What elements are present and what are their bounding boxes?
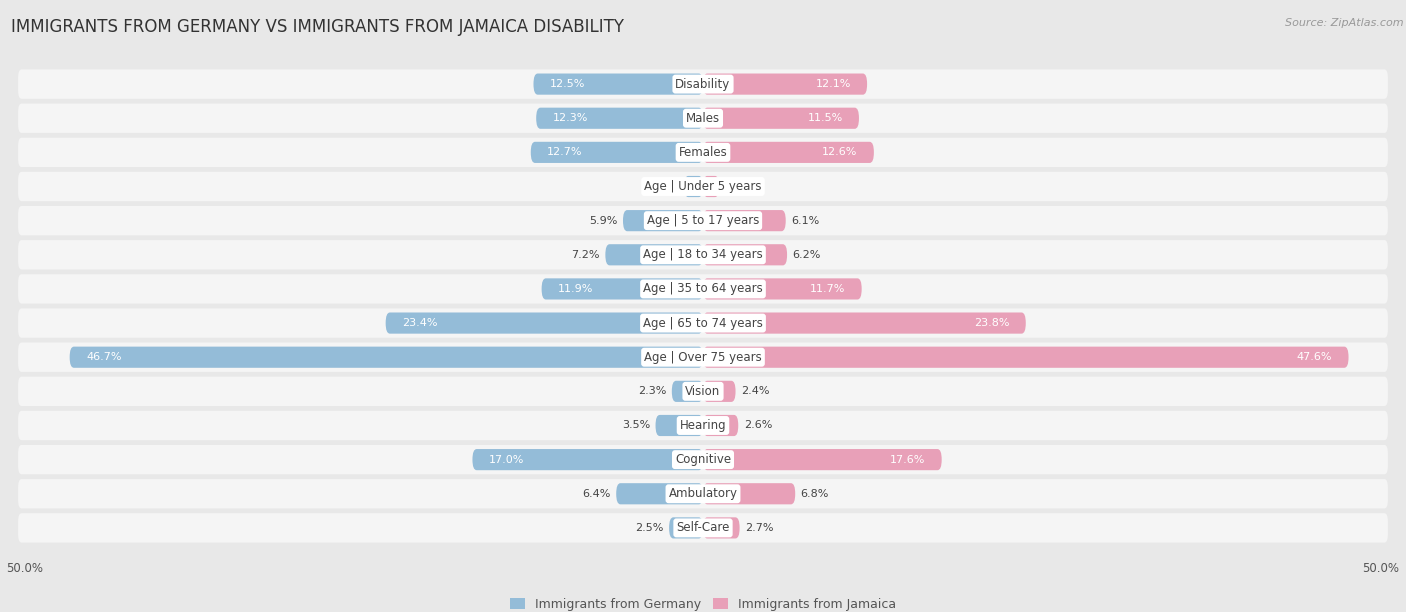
FancyBboxPatch shape bbox=[472, 449, 703, 470]
Text: 12.6%: 12.6% bbox=[823, 147, 858, 157]
FancyBboxPatch shape bbox=[18, 240, 1388, 269]
Text: Ambulatory: Ambulatory bbox=[668, 487, 738, 500]
FancyBboxPatch shape bbox=[669, 517, 703, 539]
FancyBboxPatch shape bbox=[703, 381, 735, 402]
Text: Age | 35 to 64 years: Age | 35 to 64 years bbox=[643, 282, 763, 296]
FancyBboxPatch shape bbox=[703, 517, 740, 539]
Text: Age | Under 5 years: Age | Under 5 years bbox=[644, 180, 762, 193]
FancyBboxPatch shape bbox=[530, 142, 703, 163]
Text: Self-Care: Self-Care bbox=[676, 521, 730, 534]
FancyBboxPatch shape bbox=[683, 176, 703, 197]
Text: Vision: Vision bbox=[685, 385, 721, 398]
Text: 23.8%: 23.8% bbox=[974, 318, 1010, 328]
Text: Age | Over 75 years: Age | Over 75 years bbox=[644, 351, 762, 364]
FancyBboxPatch shape bbox=[18, 411, 1388, 440]
Text: Cognitive: Cognitive bbox=[675, 453, 731, 466]
FancyBboxPatch shape bbox=[18, 445, 1388, 474]
FancyBboxPatch shape bbox=[703, 73, 868, 95]
Text: 11.9%: 11.9% bbox=[558, 284, 593, 294]
FancyBboxPatch shape bbox=[703, 313, 1026, 334]
FancyBboxPatch shape bbox=[703, 210, 786, 231]
FancyBboxPatch shape bbox=[18, 69, 1388, 99]
Text: 2.7%: 2.7% bbox=[745, 523, 773, 533]
FancyBboxPatch shape bbox=[703, 176, 720, 197]
FancyBboxPatch shape bbox=[533, 73, 703, 95]
FancyBboxPatch shape bbox=[655, 415, 703, 436]
Text: 1.2%: 1.2% bbox=[724, 182, 754, 192]
Text: 12.7%: 12.7% bbox=[547, 147, 582, 157]
Text: Age | 65 to 74 years: Age | 65 to 74 years bbox=[643, 316, 763, 330]
FancyBboxPatch shape bbox=[18, 513, 1388, 543]
Text: 6.1%: 6.1% bbox=[792, 215, 820, 226]
FancyBboxPatch shape bbox=[18, 274, 1388, 304]
Text: Source: ZipAtlas.com: Source: ZipAtlas.com bbox=[1285, 18, 1403, 28]
FancyBboxPatch shape bbox=[18, 479, 1388, 509]
Text: 2.6%: 2.6% bbox=[744, 420, 772, 430]
Text: Males: Males bbox=[686, 112, 720, 125]
Text: Hearing: Hearing bbox=[679, 419, 727, 432]
Text: Age | 5 to 17 years: Age | 5 to 17 years bbox=[647, 214, 759, 227]
Text: 46.7%: 46.7% bbox=[86, 353, 121, 362]
Text: 2.3%: 2.3% bbox=[638, 386, 666, 397]
Text: 7.2%: 7.2% bbox=[571, 250, 600, 259]
FancyBboxPatch shape bbox=[623, 210, 703, 231]
Text: 5.9%: 5.9% bbox=[589, 215, 617, 226]
FancyBboxPatch shape bbox=[536, 108, 703, 129]
Text: 12.1%: 12.1% bbox=[815, 79, 851, 89]
FancyBboxPatch shape bbox=[18, 172, 1388, 201]
Text: 12.3%: 12.3% bbox=[553, 113, 588, 123]
Text: 2.5%: 2.5% bbox=[636, 523, 664, 533]
FancyBboxPatch shape bbox=[672, 381, 703, 402]
Text: 23.4%: 23.4% bbox=[402, 318, 437, 328]
FancyBboxPatch shape bbox=[616, 483, 703, 504]
FancyBboxPatch shape bbox=[18, 343, 1388, 372]
Text: 3.5%: 3.5% bbox=[621, 420, 650, 430]
Text: 12.5%: 12.5% bbox=[550, 79, 585, 89]
Text: 17.6%: 17.6% bbox=[890, 455, 925, 465]
Text: 6.8%: 6.8% bbox=[800, 489, 830, 499]
FancyBboxPatch shape bbox=[703, 244, 787, 266]
FancyBboxPatch shape bbox=[18, 308, 1388, 338]
Text: 2.4%: 2.4% bbox=[741, 386, 769, 397]
Text: 6.4%: 6.4% bbox=[582, 489, 610, 499]
Text: Disability: Disability bbox=[675, 78, 731, 91]
FancyBboxPatch shape bbox=[703, 278, 862, 299]
FancyBboxPatch shape bbox=[18, 103, 1388, 133]
Text: 11.5%: 11.5% bbox=[807, 113, 842, 123]
FancyBboxPatch shape bbox=[18, 206, 1388, 236]
Text: Females: Females bbox=[679, 146, 727, 159]
FancyBboxPatch shape bbox=[703, 108, 859, 129]
FancyBboxPatch shape bbox=[70, 346, 703, 368]
Text: 11.7%: 11.7% bbox=[810, 284, 845, 294]
Text: IMMIGRANTS FROM GERMANY VS IMMIGRANTS FROM JAMAICA DISABILITY: IMMIGRANTS FROM GERMANY VS IMMIGRANTS FR… bbox=[11, 18, 624, 36]
FancyBboxPatch shape bbox=[703, 142, 875, 163]
FancyBboxPatch shape bbox=[703, 346, 1348, 368]
FancyBboxPatch shape bbox=[18, 138, 1388, 167]
Text: 17.0%: 17.0% bbox=[489, 455, 524, 465]
Legend: Immigrants from Germany, Immigrants from Jamaica: Immigrants from Germany, Immigrants from… bbox=[505, 593, 901, 612]
Text: 47.6%: 47.6% bbox=[1296, 353, 1333, 362]
FancyBboxPatch shape bbox=[703, 415, 738, 436]
FancyBboxPatch shape bbox=[385, 313, 703, 334]
FancyBboxPatch shape bbox=[703, 449, 942, 470]
Text: 6.2%: 6.2% bbox=[793, 250, 821, 259]
FancyBboxPatch shape bbox=[606, 244, 703, 266]
FancyBboxPatch shape bbox=[541, 278, 703, 299]
Text: Age | 18 to 34 years: Age | 18 to 34 years bbox=[643, 248, 763, 261]
Text: 1.4%: 1.4% bbox=[650, 182, 679, 192]
FancyBboxPatch shape bbox=[703, 483, 796, 504]
FancyBboxPatch shape bbox=[18, 376, 1388, 406]
